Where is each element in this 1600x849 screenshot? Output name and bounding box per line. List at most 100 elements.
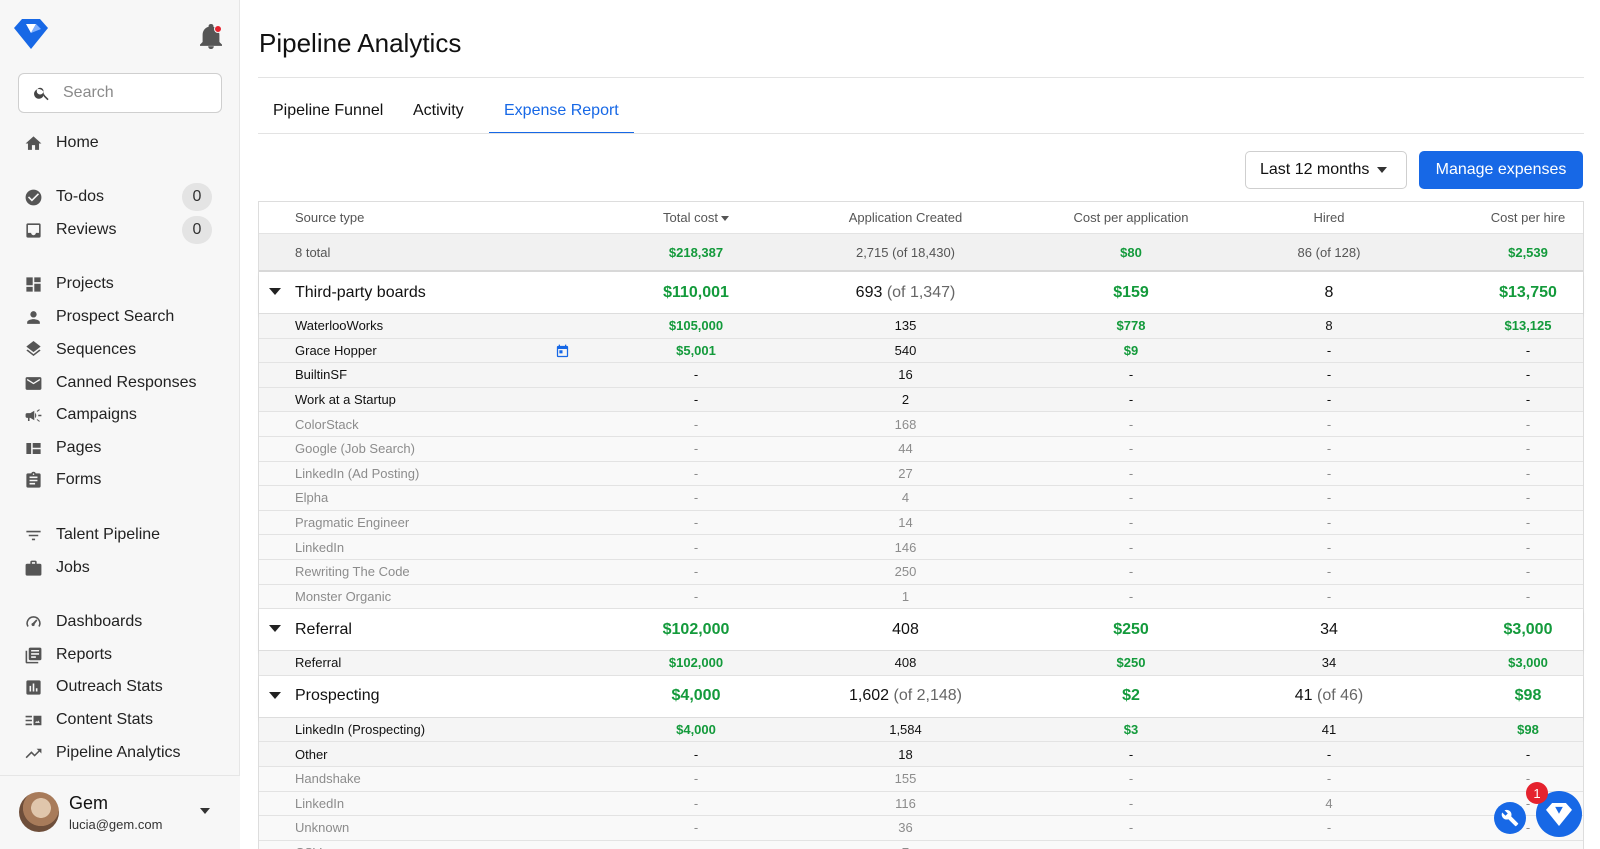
sidebar-item-prospect-search[interactable]: Prospect Search [23,304,219,330]
source-hired: - [1326,367,1332,383]
gauge-icon [23,612,43,632]
sidebar-item-to-dos[interactable]: To-dos 0 [23,183,219,211]
table-row[interactable]: ColorStack - 168 - - - [259,412,1583,437]
table-row[interactable]: LinkedIn (Prospecting) $4,000 1,584 $3 41 $98 [259,717,1583,743]
sidebar-item-label: Jobs [56,559,90,576]
table-row[interactable]: Handshake - 155 - - - [259,766,1583,792]
sidebar-item-dashboards[interactable]: Dashboards [23,609,219,635]
source-total-cost: $105,000 [668,318,724,334]
group-apps-of: (of 1,347) [886,283,956,301]
table-row[interactable]: Rewriting The Code - 250 - - - [259,559,1583,585]
table-row[interactable]: Grace Hopper $5,001 540 $9 - - [259,338,1583,364]
source-applications: 540 [894,342,917,358]
collapse-triangle-icon[interactable] [269,625,281,633]
tab-activity[interactable]: Activity [413,102,464,119]
sidebar-item-label: Reports [56,646,113,663]
col-hired[interactable]: Hired [1313,210,1345,225]
source-total-cost: - [693,441,699,457]
table-row[interactable]: CSV-7--- [259,840,1583,849]
sidebar-item-content-stats[interactable]: Content Stats [23,707,219,733]
totals-apps-of: (of 18,430) [892,244,956,260]
tab-pipeline-funnel[interactable]: Pipeline Funnel [273,102,384,119]
group-row[interactable]: Third-party boards $110,001 693 (of 1,347)… [259,272,1583,314]
briefcase-icon [23,558,43,578]
table-row[interactable]: Work at a Startup - 2 - - - [259,387,1583,413]
source-cph: - [1525,588,1531,604]
sidebar-item-outreach-stats[interactable]: Outreach Stats [23,674,219,700]
sidebar-item-reviews[interactable]: Reviews 0 [23,216,219,244]
col-total-cost[interactable]: Total cost [613,202,779,233]
source-cpa: - [1128,564,1134,580]
table-row[interactable]: BuiltinSF - 16 - - - [259,363,1583,388]
table-row[interactable]: Elpha - 4 - - - [259,486,1583,511]
sidebar-item-jobs[interactable]: Jobs [23,555,219,581]
person-icon [23,307,43,327]
col-cost-per-application[interactable]: Cost per application [1073,210,1189,225]
table-row[interactable]: Google (Job Search) - 44 - - - [259,436,1583,462]
search-input[interactable] [63,84,203,102]
tab-expense-report[interactable]: Expense Report [489,96,634,134]
table-row[interactable]: LinkedIn - 146 - - - [259,535,1583,560]
source-hired: - [1326,342,1332,358]
group-applications: 693 (of 1,347) [779,272,1032,313]
source-hired: - [1326,515,1332,531]
table-row[interactable]: Monster Organic - 1 - - - [259,584,1583,610]
source-cpa: - [1128,746,1134,762]
col-cost-per-hire[interactable]: Cost per hire [1490,210,1566,225]
date-range-dropdown[interactable]: Last 12 months [1245,151,1407,189]
table-row[interactable]: Other - 18 - - - [259,742,1583,767]
collapse-triangle-icon[interactable] [269,691,281,699]
sidebar-item-reports[interactable]: Reports [23,642,219,668]
sidebar-item-talent-pipeline[interactable]: Talent Pipeline [23,522,219,548]
calendar-icon[interactable] [555,344,570,359]
sidebar-item-label: Canned Responses [56,374,197,391]
table-row[interactable]: Unknown - 36 - - - [259,816,1583,841]
table-row[interactable]: Pragmatic Engineer - 14 - - - [259,510,1583,536]
group-hired-value: 41 [1294,687,1313,705]
source-hired: - [1326,588,1332,604]
collapse-triangle-icon[interactable] [269,288,281,295]
sidebar-item-forms[interactable]: Forms [23,467,219,493]
source-cpa: - [1032,841,1230,849]
source-cph: - [1525,564,1531,580]
group-total-cost: $110,001 [663,283,729,301]
group-hired-of: (of 46) [1317,687,1364,705]
source-applications: 4 [901,490,910,506]
source-hired: - [1326,820,1332,836]
source-applications: 250 [894,564,917,580]
source-total-cost: $5,001 [676,342,716,358]
user-menu[interactable]: Gem lucia@gem.com [0,775,240,849]
source-total-cost: - [693,392,699,408]
source-cpa: $778 [1116,318,1146,334]
source-cpa: $250 [1116,655,1146,671]
sidebar-search[interactable] [18,73,222,113]
group-hired: 8 [1230,272,1428,313]
col-source-type[interactable]: Source type [295,210,365,225]
source-name: Work at a Startup [295,392,396,408]
sidebar-item-canned-responses[interactable]: Canned Responses [23,370,219,396]
gem-logo-icon[interactable] [14,19,48,49]
sidebar-item-home[interactable]: Home [23,130,219,156]
notifications-bell-icon[interactable] [199,24,223,50]
group-row[interactable]: Referral $102,000 408 $250 34 $3,000 [259,609,1583,652]
source-name: ColorStack [295,416,359,432]
table-row[interactable]: LinkedIn (Ad Posting) - 27 - - - [259,461,1583,487]
source-total-cost: $102,000 [668,655,724,671]
group-row[interactable]: Prospecting $4,000 1,602 (of 2,148) $2 41 (o… [259,675,1583,718]
sidebar-item-pipeline-analytics[interactable]: Pipeline Analytics [23,740,219,766]
tools-button[interactable] [1494,802,1526,834]
sidebar-item-campaigns[interactable]: Campaigns [23,402,219,428]
manage-expenses-button[interactable]: Manage expenses [1419,151,1583,189]
source-cpa: - [1128,539,1134,555]
source-cph: $3,000 [1508,655,1548,671]
caret-down-icon[interactable] [200,808,210,814]
table-row[interactable]: WaterlooWorks $105,000 135 $778 8 $13,125 [259,314,1583,339]
col-applications[interactable]: Application Created [848,210,963,225]
table-row[interactable]: Referral $102,000 408 $250 34 $3,000 [259,651,1583,676]
source-applications: 135 [894,318,917,334]
sidebar-item-projects[interactable]: Projects [23,271,219,297]
sidebar-item-pages[interactable]: Pages [23,435,219,461]
sidebar-item-sequences[interactable]: Sequences [23,337,219,363]
source-total-cost: - [693,539,699,555]
table-row[interactable]: LinkedIn - 116 - 4 - [259,791,1583,817]
